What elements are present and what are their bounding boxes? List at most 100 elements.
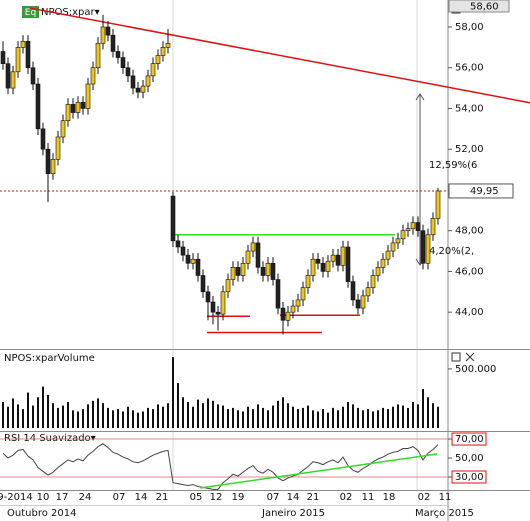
volume-bar (237, 410, 239, 428)
candle-body (135, 87, 141, 93)
candle-body (305, 275, 311, 289)
candle-body (30, 67, 36, 85)
candle-body (255, 242, 261, 268)
candle-body (175, 240, 181, 248)
volume-bar (222, 405, 224, 428)
volume-bar (377, 410, 379, 428)
candle-body (330, 254, 336, 262)
y-tick-label: 54,00 (455, 103, 484, 114)
volume-bar (367, 409, 369, 428)
volume-bar (282, 397, 284, 428)
candle-body (120, 57, 126, 69)
panel-title[interactable]: RSI 14 Suavizado▾ (4, 433, 96, 444)
volume-bar (252, 409, 254, 428)
volume-bar (172, 357, 174, 428)
volume-bar (37, 397, 39, 428)
volume-bar (182, 397, 184, 428)
volume-bar (257, 404, 259, 428)
candle-body (10, 71, 16, 89)
x-tick-label: 02 (340, 492, 353, 503)
x-tick-label: 24 (79, 492, 92, 503)
volume-bar (207, 398, 209, 428)
volume-bar (192, 406, 194, 428)
x-tick-label: 05 (190, 492, 203, 503)
volume-bar (372, 411, 374, 428)
volume-bar (392, 406, 394, 428)
volume-bar (407, 407, 409, 428)
candle-body (370, 275, 376, 289)
volume-bar (7, 406, 9, 428)
candle-body (260, 267, 266, 276)
candle-body (320, 262, 326, 272)
candle-body (100, 26, 106, 44)
candle-body (225, 279, 231, 293)
candle-body (400, 230, 406, 240)
x-tick-label: 21 (307, 492, 320, 503)
volume-bar (437, 406, 439, 428)
close-button[interactable] (465, 352, 475, 362)
candle-body (375, 267, 381, 276)
y-tick-label: 52,00 (455, 144, 484, 155)
candle-body (195, 258, 201, 276)
tick-box (451, 432, 487, 446)
candle-body (210, 301, 216, 313)
volume-bar (167, 403, 169, 428)
y-tick-label: 56,00 (455, 63, 484, 74)
volume-bar (352, 404, 354, 428)
last-price-label: 49,95 (470, 186, 499, 197)
candle-body (125, 67, 131, 77)
x-month-label: Março 2015 (415, 508, 474, 519)
volume-bar (322, 409, 324, 428)
candle-body (45, 148, 51, 174)
candle-body (115, 51, 121, 58)
x-tick-label: 07 (267, 492, 280, 503)
candle-body (110, 34, 116, 52)
candle-body (185, 254, 191, 264)
x-tick-label: 21 (156, 492, 169, 503)
volume-bar (347, 402, 349, 428)
y-tick-label: 46,00 (455, 266, 484, 277)
volume-bar (272, 405, 274, 428)
candle-body (365, 287, 371, 297)
volume-bar (402, 405, 404, 428)
x-tick-label: 18 (383, 492, 396, 503)
candle-body (75, 102, 81, 113)
candle-body (295, 299, 301, 307)
high-price-label: 58,60 (470, 2, 499, 13)
candle-body (285, 311, 291, 321)
candle-body (50, 159, 56, 174)
candle-body (380, 258, 386, 268)
candle-body (35, 83, 41, 130)
candle-body (200, 275, 206, 293)
volume-bar (97, 398, 99, 428)
candle-body (390, 242, 396, 252)
candle-body (265, 262, 271, 276)
volume-bar (342, 406, 344, 428)
candle-body (345, 246, 351, 282)
maximize-button[interactable] (451, 352, 461, 362)
x-tick-label: 07 (113, 492, 126, 503)
volume-bar (137, 412, 139, 428)
volume-bar (152, 409, 154, 428)
candle-body (280, 307, 286, 321)
candle-body (420, 230, 426, 264)
volume-bar (412, 402, 414, 428)
volume-bar (132, 410, 134, 428)
candle-body (350, 281, 356, 301)
price-box (448, 183, 514, 199)
volume-bar (217, 404, 219, 428)
y-tick-label: 58,00 (455, 22, 484, 33)
volume-bar (17, 404, 19, 428)
volume-bar (32, 405, 34, 428)
panel-title[interactable]: NPOS:xpar▾ (41, 7, 100, 18)
volume-bar (22, 409, 24, 428)
volume-bar (177, 383, 179, 428)
candle-body (155, 55, 161, 64)
x-tick-label: 19 (232, 492, 245, 503)
x-tick-label: 9-2014 (0, 492, 33, 503)
volume-bar (287, 403, 289, 428)
volume-bar (87, 404, 89, 428)
x-tick-label: 11 (362, 492, 375, 503)
annotation: 4,20%(2, (429, 246, 474, 257)
